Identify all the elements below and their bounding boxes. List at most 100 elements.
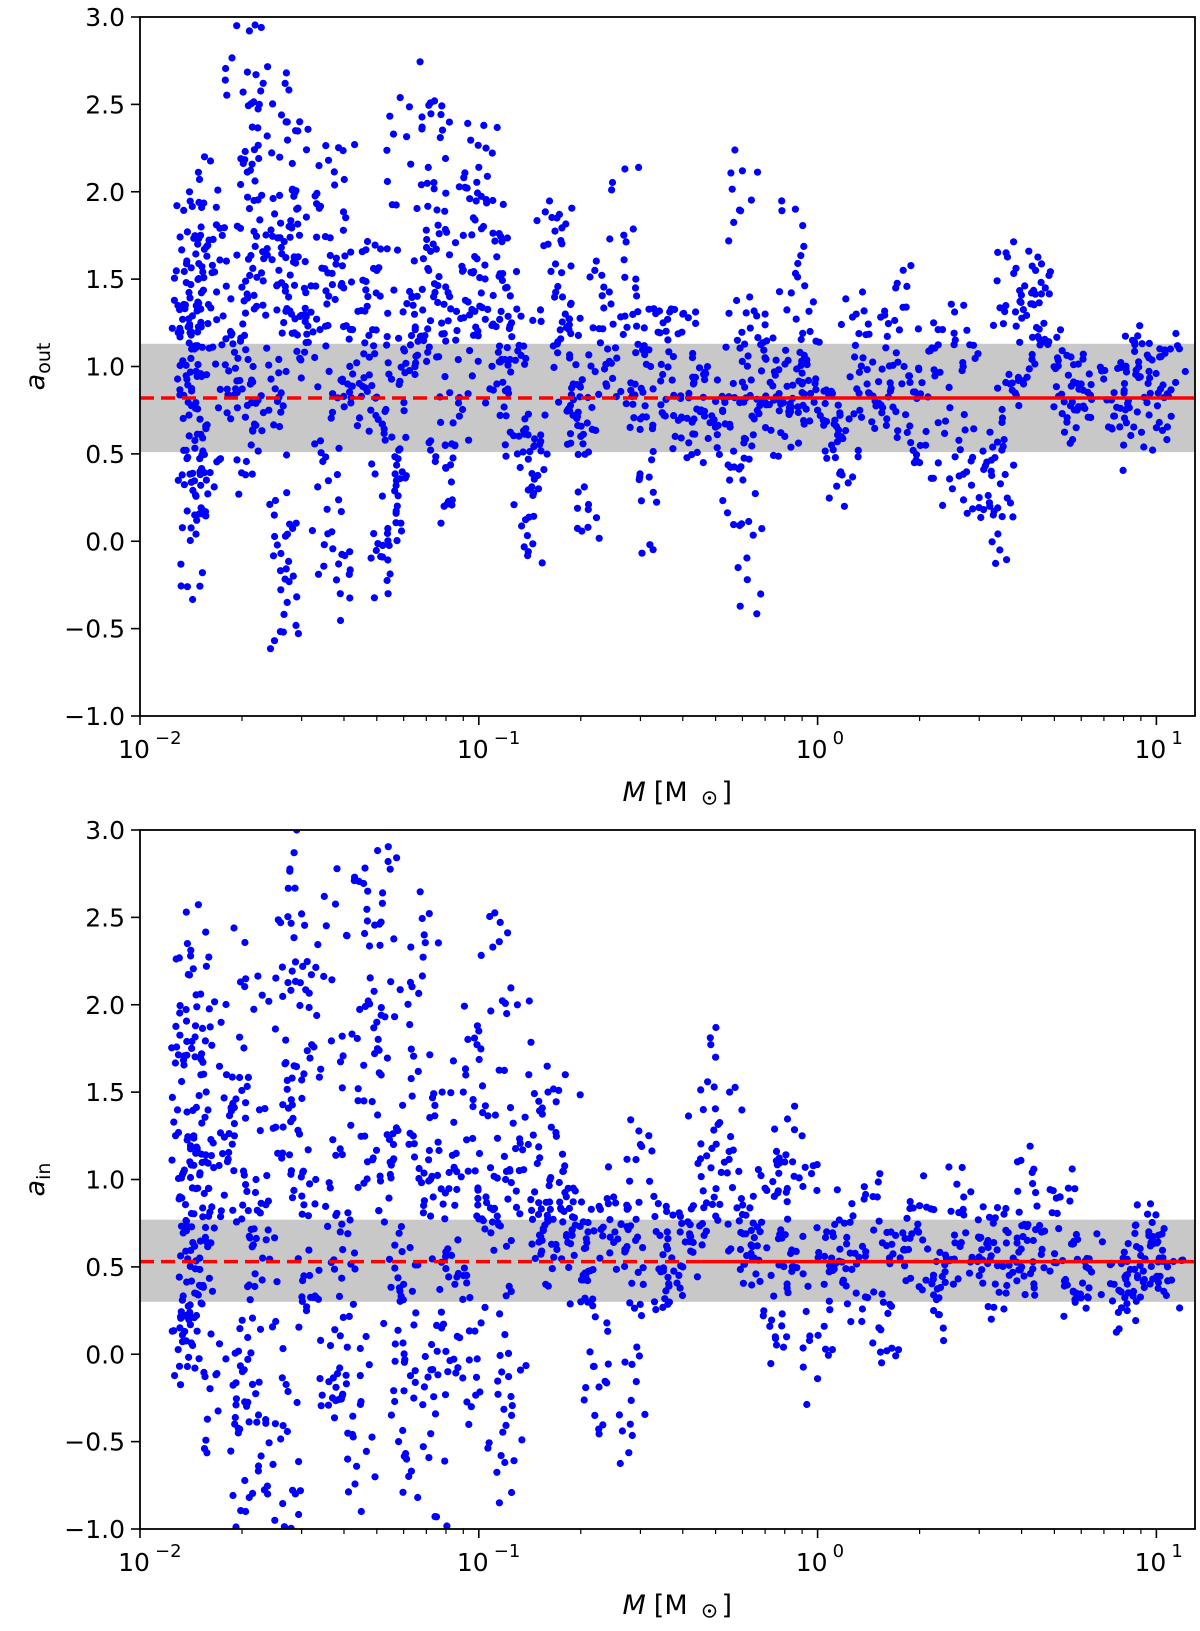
data-point bbox=[316, 437, 325, 445]
data-point bbox=[406, 1244, 414, 1252]
data-point bbox=[184, 453, 192, 461]
data-point bbox=[406, 1021, 414, 1029]
data-point bbox=[1034, 253, 1042, 261]
data-point bbox=[877, 313, 885, 321]
data-point bbox=[504, 385, 512, 393]
data-point bbox=[331, 295, 339, 304]
data-point bbox=[1152, 369, 1160, 378]
data-point bbox=[278, 329, 286, 337]
data-point bbox=[837, 433, 846, 441]
data-point bbox=[263, 245, 271, 253]
data-point bbox=[333, 1209, 341, 1217]
data-point bbox=[298, 1293, 306, 1301]
data-point bbox=[283, 118, 291, 126]
data-point bbox=[711, 1105, 720, 1113]
data-point bbox=[1026, 1270, 1035, 1278]
data-point bbox=[595, 1425, 603, 1433]
data-point bbox=[199, 1058, 207, 1066]
data-point bbox=[186, 1173, 195, 1182]
data-point-cloud bbox=[168, 843, 1187, 1529]
data-point bbox=[928, 344, 936, 352]
data-point bbox=[1145, 411, 1153, 419]
data-point bbox=[238, 283, 246, 291]
data-points bbox=[182, 22, 1174, 636]
data-point bbox=[181, 1201, 190, 1209]
data-point bbox=[618, 1427, 627, 1435]
data-point bbox=[296, 1001, 304, 1010]
data-point bbox=[1073, 379, 1081, 388]
data-point bbox=[916, 441, 924, 450]
data-point bbox=[325, 367, 333, 375]
data-point bbox=[341, 252, 349, 260]
data-point bbox=[1115, 1286, 1123, 1294]
data-point bbox=[423, 179, 431, 187]
data-point bbox=[978, 1266, 986, 1274]
y-axis-label: aout bbox=[20, 343, 55, 391]
data-point bbox=[488, 149, 496, 157]
data-point bbox=[657, 401, 665, 409]
data-point bbox=[778, 1322, 786, 1330]
data-point bbox=[255, 154, 263, 163]
data-point bbox=[227, 1447, 235, 1455]
data-point bbox=[885, 362, 894, 370]
data-point bbox=[185, 315, 193, 323]
data-point bbox=[538, 559, 546, 567]
data-point bbox=[298, 1210, 306, 1218]
data-point bbox=[998, 405, 1006, 414]
data-point bbox=[1000, 1210, 1008, 1218]
data-point bbox=[217, 1207, 225, 1215]
data-point bbox=[772, 1147, 781, 1155]
data-point bbox=[884, 320, 893, 328]
data-point bbox=[391, 1397, 399, 1406]
data-point bbox=[535, 1143, 543, 1151]
data-point bbox=[351, 141, 359, 149]
data-point bbox=[344, 1455, 352, 1463]
data-point bbox=[799, 378, 807, 387]
data-point bbox=[930, 1307, 938, 1315]
data-point bbox=[604, 345, 612, 353]
data-point bbox=[330, 1414, 339, 1422]
data-point bbox=[675, 1271, 683, 1279]
data-point bbox=[331, 1326, 339, 1334]
data-point bbox=[936, 1248, 944, 1256]
data-point bbox=[189, 1106, 197, 1114]
data-point bbox=[320, 541, 328, 549]
data-point bbox=[512, 268, 521, 276]
data-point bbox=[609, 374, 617, 382]
data-point bbox=[1148, 1218, 1156, 1227]
data-point bbox=[941, 1278, 949, 1286]
data-point bbox=[303, 958, 311, 966]
data-point bbox=[373, 1018, 381, 1026]
data-point bbox=[189, 469, 197, 477]
data-point bbox=[437, 1185, 445, 1193]
data-point bbox=[285, 293, 293, 301]
data-point bbox=[975, 1272, 983, 1280]
data-point bbox=[507, 1392, 515, 1401]
y-tick-label: −1.0 bbox=[64, 702, 125, 731]
data-point bbox=[219, 312, 227, 320]
data-point bbox=[255, 1106, 264, 1114]
data-point bbox=[586, 1348, 594, 1356]
data-point bbox=[436, 1285, 444, 1294]
data-point bbox=[404, 1000, 412, 1008]
data-point bbox=[641, 1410, 649, 1418]
data-point bbox=[934, 459, 942, 467]
data-point bbox=[500, 1152, 508, 1160]
x-tick-exponent: −2 bbox=[155, 728, 182, 749]
data-point bbox=[510, 501, 518, 509]
data-point bbox=[564, 405, 573, 413]
data-point bbox=[395, 380, 403, 388]
data-point bbox=[738, 328, 746, 336]
data-point bbox=[1005, 1271, 1013, 1279]
data-point bbox=[187, 354, 195, 362]
data-point bbox=[1146, 389, 1154, 397]
data-point bbox=[478, 1082, 487, 1090]
data-point bbox=[383, 1054, 391, 1062]
data-point bbox=[604, 1163, 613, 1171]
data-point bbox=[907, 262, 915, 270]
data-point bbox=[550, 1253, 558, 1261]
data-point bbox=[1106, 1280, 1115, 1288]
data-point bbox=[306, 1054, 314, 1062]
data-point bbox=[516, 1135, 524, 1143]
data-point bbox=[174, 476, 182, 484]
